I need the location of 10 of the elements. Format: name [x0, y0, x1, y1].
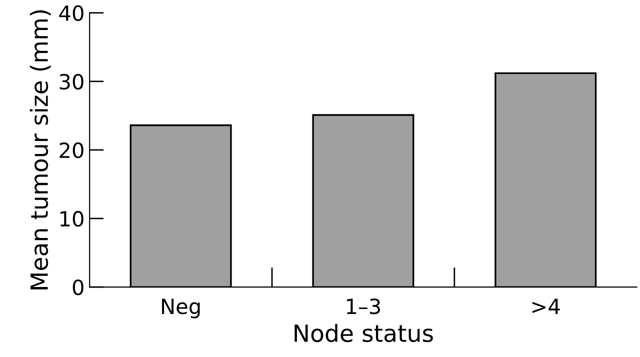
y-tick-label: 30: [60, 74, 84, 90]
x-tick-label: Neg: [162, 298, 200, 318]
y-tick-label: 0: [72, 279, 84, 296]
y-axis-title: Mean tumour size (mm): [30, 10, 51, 290]
x-axis-title: Node status: [294, 324, 433, 342]
x-tick-label: >4: [532, 298, 560, 314]
y-tick-label: 40: [59, 5, 84, 22]
x-tick-label: 1–3: [347, 298, 380, 314]
y-tick-label: 10: [60, 210, 84, 227]
y-tick-label: 20: [60, 142, 84, 158]
